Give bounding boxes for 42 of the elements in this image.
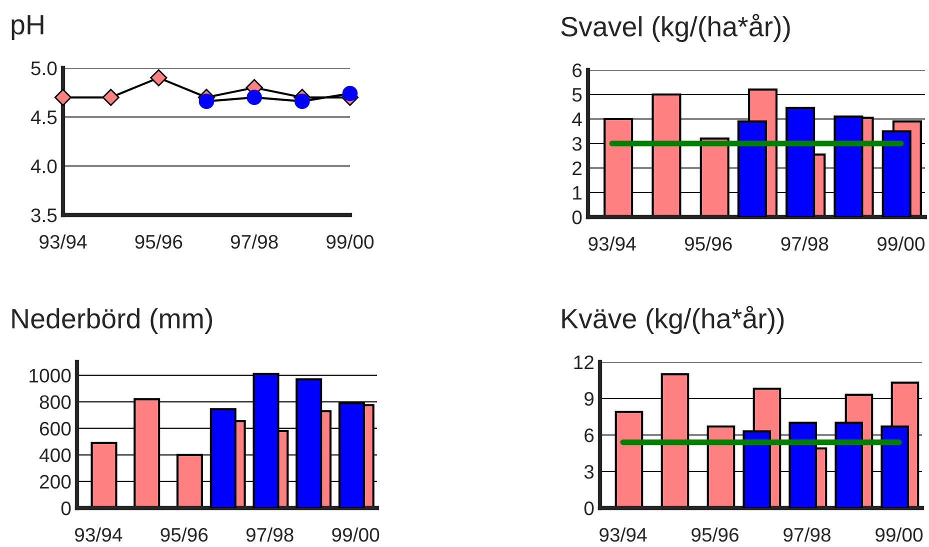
x-tick-label: 95/96 [684, 236, 732, 251]
chart-title: Kväve (kg/(ha*år)) [562, 306, 784, 334]
y-tick-label: 6 [584, 428, 594, 442]
y-tick-label: 12 [574, 355, 594, 370]
y-tick-label: 200 [40, 474, 71, 489]
y-tick-label: 800 [40, 395, 71, 410]
y-tick-label: 3.5 [31, 208, 57, 222]
x-tick-label: 99/00 [878, 236, 924, 251]
y-tick-label: 3 [584, 464, 594, 479]
chart-title: pH [12, 15, 44, 40]
x-tick-label: 95/96 [692, 527, 738, 542]
y-tick-label: 5 [572, 88, 582, 102]
x-tick-label: 99/00 [326, 234, 374, 249]
y-tick-label: 5.0 [31, 61, 57, 76]
x-tick-label: 93/94 [600, 527, 647, 542]
x-tick-label: 97/98 [246, 527, 294, 542]
y-tick-label: 1 [573, 186, 582, 200]
y-tick-label: 4.0 [30, 159, 57, 174]
y-tick-label: 9 [584, 392, 594, 406]
x-tick-label: 93/94 [75, 527, 122, 542]
y-tick-label: 2 [572, 161, 582, 176]
y-tick-label: 3 [572, 136, 582, 151]
y-tick-label: 4.5 [30, 110, 57, 124]
x-tick-label: 97/98 [781, 236, 828, 251]
y-tick-label: 600 [40, 422, 71, 436]
y-tick-label: 1000 [30, 368, 71, 383]
x-tick-label: 93/94 [40, 234, 87, 249]
y-tick-label: 6 [572, 63, 582, 78]
y-tick-label: 0 [572, 210, 582, 224]
x-tick-label: 99/00 [876, 527, 923, 542]
x-tick-label: 97/98 [230, 234, 278, 249]
y-tick-label: 4 [572, 112, 582, 126]
x-tick-label: 99/00 [332, 527, 380, 542]
x-tick-label: 95/96 [135, 234, 182, 249]
x-tick-label: 95/96 [160, 527, 208, 542]
chart-title: Svavel (kg/(ha*år)) [561, 14, 790, 42]
x-tick-label: 93/94 [588, 236, 636, 251]
y-tick-label: 0 [61, 501, 71, 516]
chart-title: Nederbörd (mm) [12, 308, 212, 334]
y-tick-label: 0 [584, 501, 594, 516]
y-tick-label: 400 [39, 448, 71, 462]
x-tick-label: 97/98 [784, 527, 830, 542]
